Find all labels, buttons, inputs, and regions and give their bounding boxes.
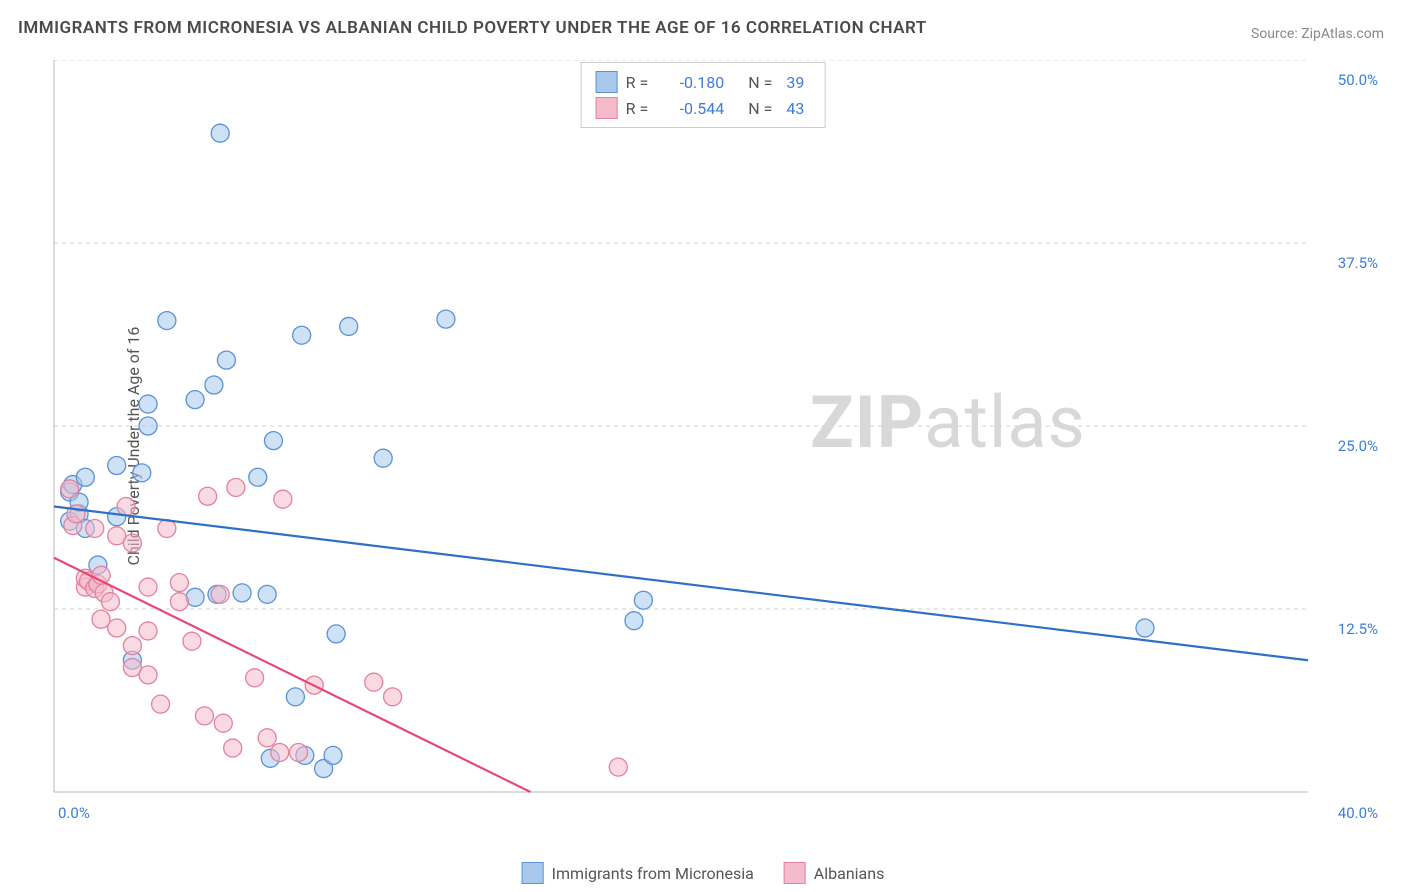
data-point <box>384 688 402 706</box>
data-point <box>290 743 308 761</box>
data-point <box>186 391 204 409</box>
data-point <box>1136 619 1154 637</box>
x-tick-label: 40.0% <box>1338 804 1378 822</box>
legend-swatch <box>596 97 618 119</box>
data-point <box>139 622 157 640</box>
data-point <box>139 666 157 684</box>
data-point <box>258 729 276 747</box>
data-point <box>365 673 383 691</box>
legend-swatch <box>522 862 544 884</box>
data-point <box>183 632 201 650</box>
data-point <box>211 124 229 142</box>
legend-swatch <box>784 862 806 884</box>
data-point <box>286 688 304 706</box>
data-point <box>133 464 151 482</box>
legend-correlation: R = -0.180 N = 39 R = -0.544 N = 43 <box>581 62 826 128</box>
legend-n-value: 43 <box>786 99 804 118</box>
data-point <box>340 317 358 335</box>
legend-n-label: N = <box>748 73 772 92</box>
data-point <box>227 478 245 496</box>
data-point <box>170 593 188 611</box>
y-tick-label: 25.0% <box>1338 437 1378 455</box>
data-point <box>108 619 126 637</box>
data-point <box>152 695 170 713</box>
data-point <box>214 714 232 732</box>
legend-row: R = -0.180 N = 39 <box>596 69 811 95</box>
chart-title: IMMIGRANTS FROM MICRONESIA VS ALBANIAN C… <box>18 18 927 38</box>
scatter-plot: 12.5% 25.0% 37.5% 50.0% 0.0% 40.0% <box>48 60 1384 830</box>
data-point <box>249 468 267 486</box>
legend-r-value: -0.180 <box>662 73 724 92</box>
data-point <box>123 534 141 552</box>
legend-series-label: Immigrants from Micronesia <box>552 864 754 883</box>
y-tick-label: 12.5% <box>1338 620 1378 638</box>
data-point <box>195 707 213 725</box>
data-point <box>437 310 455 328</box>
data-point <box>374 449 392 467</box>
data-point <box>324 746 342 764</box>
y-tick-label: 50.0% <box>1338 71 1378 89</box>
data-point <box>76 468 94 486</box>
data-point <box>205 376 223 394</box>
data-point <box>274 490 292 508</box>
data-point <box>246 669 264 687</box>
legend-series-item: Immigrants from Micronesia <box>522 862 754 884</box>
data-point <box>101 593 119 611</box>
legend-series-item: Albanians <box>784 862 885 884</box>
data-point <box>92 610 110 628</box>
data-point <box>170 574 188 592</box>
data-point <box>625 612 643 630</box>
data-point <box>158 312 176 330</box>
legend-n-value: 39 <box>786 73 804 92</box>
legend-r-value: -0.544 <box>662 99 724 118</box>
data-point <box>86 519 104 537</box>
data-point <box>108 457 126 475</box>
legend-swatch <box>596 71 618 93</box>
data-point <box>211 585 229 603</box>
data-point <box>293 326 311 344</box>
data-point <box>264 432 282 450</box>
source-label: Source: ZipAtlas.com <box>1251 26 1384 42</box>
legend-n-label: N = <box>748 99 772 118</box>
data-point <box>199 487 217 505</box>
data-point <box>327 625 345 643</box>
data-point <box>139 417 157 435</box>
data-point <box>117 498 135 516</box>
legend-r-label: R = <box>626 99 649 118</box>
data-point <box>61 480 79 498</box>
data-point <box>233 584 251 602</box>
chart-area: 12.5% 25.0% 37.5% 50.0% 0.0% 40.0% <box>48 60 1384 830</box>
legend-series-label: Albanians <box>814 864 885 883</box>
data-point <box>217 351 235 369</box>
data-point <box>609 758 627 776</box>
data-point <box>123 637 141 655</box>
legend-r-label: R = <box>626 73 649 92</box>
data-point <box>271 743 289 761</box>
data-point <box>224 739 242 757</box>
legend-series: Immigrants from Micronesia Albanians <box>522 862 885 884</box>
data-point <box>139 395 157 413</box>
x-tick-label: 0.0% <box>58 804 90 822</box>
data-point <box>139 578 157 596</box>
legend-row: R = -0.544 N = 43 <box>596 95 811 121</box>
data-point <box>258 585 276 603</box>
y-tick-label: 37.5% <box>1338 254 1378 272</box>
data-point <box>634 591 652 609</box>
